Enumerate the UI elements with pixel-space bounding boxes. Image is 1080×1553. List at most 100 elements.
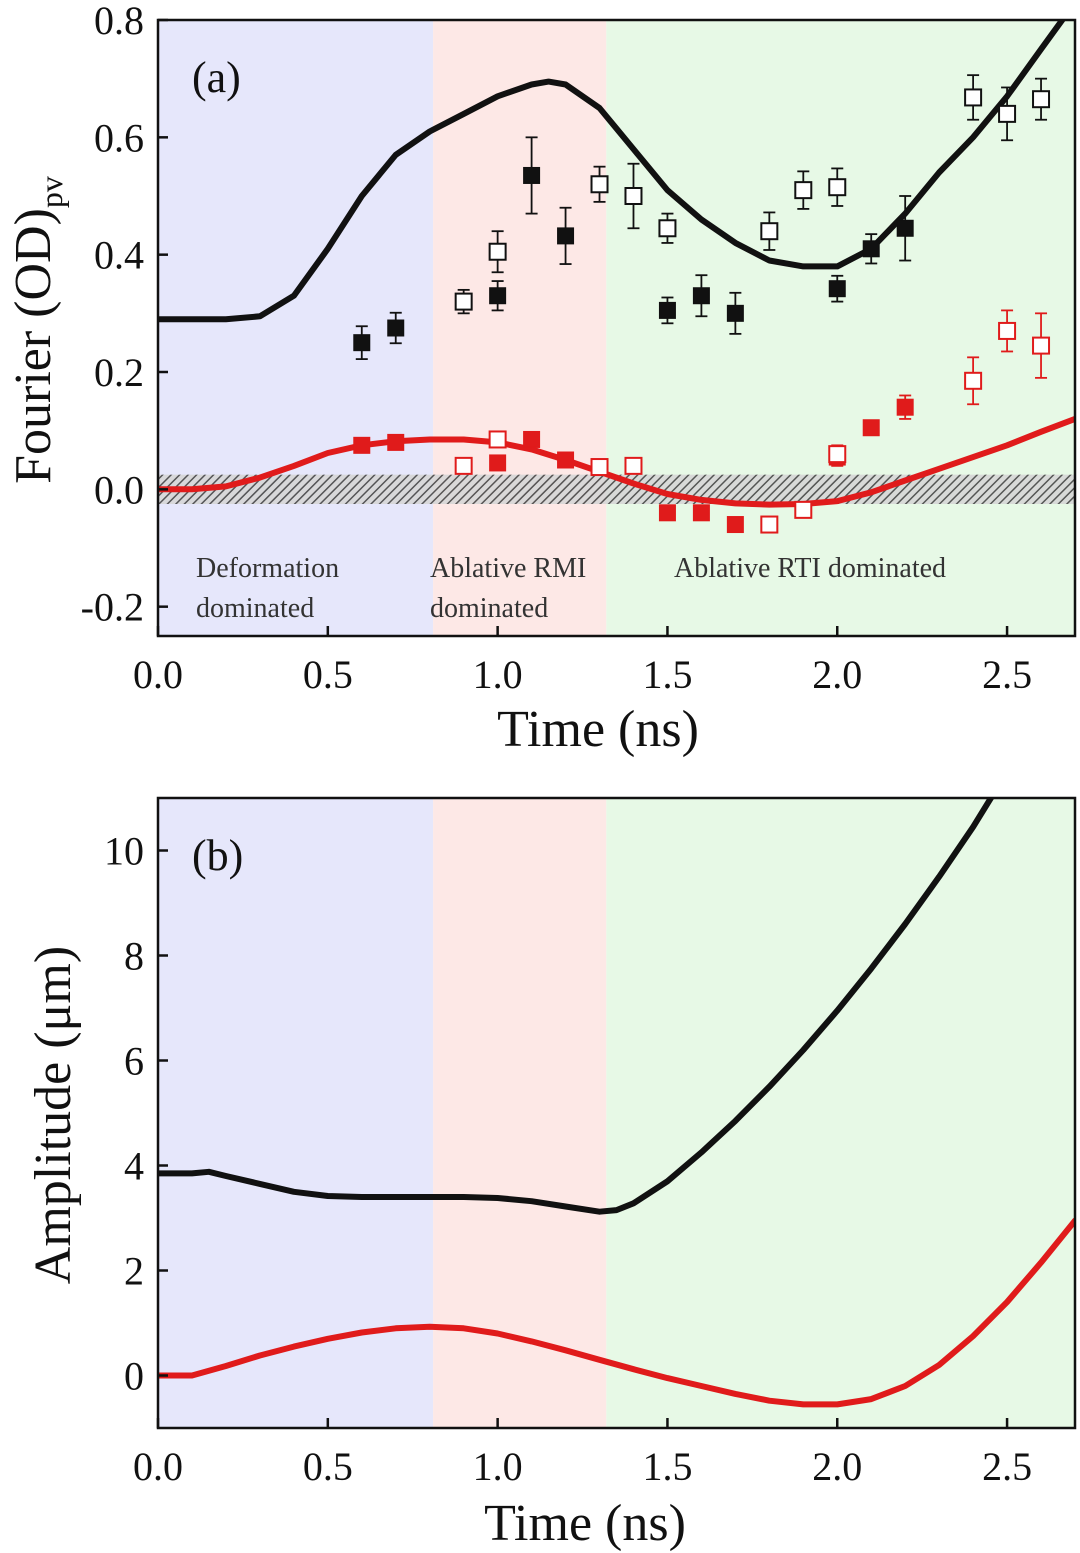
panel-a-x-tick-label: 1.0	[473, 652, 523, 697]
exp-red-open-point	[590, 458, 609, 477]
exp-red-open-point	[760, 515, 779, 534]
exp-red-filled-point	[726, 516, 744, 534]
panel-a-region-rmi	[433, 20, 607, 636]
panel-a-y-tick-label: 0.0	[94, 467, 144, 512]
amplitude-red-line	[158, 1217, 1075, 1408]
panel-b-y-tick-label: 4	[124, 1144, 144, 1189]
exp-black-open-point	[964, 74, 983, 121]
panel-a-x-tick-label: 2.0	[812, 652, 862, 697]
exp-red-open-marker	[998, 321, 1017, 340]
exp-black-open-marker	[624, 187, 643, 205]
panel-b-y-tick-label: 0	[124, 1354, 144, 1399]
exp-black-open-point	[590, 165, 609, 203]
exp-red-open-marker	[760, 515, 779, 534]
region-label-deformation-line2: dominated	[196, 593, 314, 624]
panel-b-tick-labels: 0.0 0.5 1.0 1.5 2.0 2.5 0 2 4 6 8 10	[104, 829, 1032, 1490]
exp-red-open-marker	[488, 430, 507, 449]
panel-b-x-tick-label: 0.5	[303, 1444, 353, 1489]
exp-black-open-point	[794, 170, 813, 210]
panel-b-region-rmi	[433, 798, 607, 1428]
simulation-red-line	[158, 415, 1075, 508]
panel-b-y-axis-title: Amplitude (μm)	[25, 946, 82, 1284]
exp-red-filled-marker	[387, 433, 405, 451]
exp-red-open-point	[998, 309, 1017, 353]
exp-black-filled-point	[523, 136, 541, 215]
exp-red-open-point	[1032, 312, 1051, 379]
exp-red-filled-marker	[557, 451, 575, 469]
exp-black-open-point	[658, 212, 677, 244]
exp-red-open-point	[454, 456, 473, 475]
exp-red-filled-marker	[489, 454, 507, 472]
panel-a-x-tick-label: 0.0	[133, 652, 183, 697]
exp-red-open-marker	[590, 458, 609, 477]
panel-a: 0.0 0.5 1.0 1.5 2.0 2.5 -0.2 0.0 0.2 0.4 0.6 0.8 (a…	[5, 0, 1077, 758]
region-label-deformation-line1: Deformation	[196, 553, 339, 584]
panel-b-regions	[158, 798, 1075, 1428]
panel-b-x-tick-label: 2.5	[982, 1444, 1032, 1489]
exp-black-open-marker	[590, 175, 609, 194]
panel-a-y-axis-title: Fourier (OD)pv	[5, 176, 69, 484]
exp-red-filled-point	[896, 394, 914, 420]
exp-black-open-point	[828, 167, 847, 207]
exp-red-filled-point	[862, 419, 880, 437]
exp-black-filled-marker	[896, 219, 914, 237]
panel-b-x-tick-label: 2.0	[812, 1444, 862, 1489]
exp-red-open-marker	[794, 500, 813, 519]
exp-red-open-marker	[828, 445, 847, 464]
exp-red-filled-marker	[658, 504, 676, 522]
exp-black-filled-point	[726, 291, 744, 335]
exp-black-open-marker	[964, 88, 983, 107]
panel-b-lines	[158, 798, 1075, 1408]
simulation-black-line	[158, 20, 1066, 323]
exp-red-filled-marker	[862, 419, 880, 437]
panel-a-regions	[158, 20, 1075, 636]
panel-b-region-rti	[606, 798, 1075, 1428]
panel-a-label: (a)	[192, 53, 241, 102]
panel-a-markers	[353, 74, 1051, 534]
panel-b-y-tick-label: 2	[124, 1249, 144, 1294]
exp-black-filled-marker	[726, 304, 744, 322]
exp-black-filled-marker	[387, 319, 405, 337]
exp-red-open-marker	[454, 456, 473, 475]
panel-a-y-tick-label: -0.2	[81, 585, 144, 630]
exp-red-filled-marker	[692, 504, 710, 522]
exp-red-open-point	[964, 356, 983, 406]
exp-red-open-marker	[624, 456, 643, 475]
exp-black-open-marker	[658, 219, 677, 238]
exp-black-filled-marker	[692, 287, 710, 305]
exp-black-filled-point	[862, 233, 880, 265]
exp-red-open-marker	[964, 371, 983, 390]
panel-b-y-tick-label: 8	[124, 934, 144, 979]
exp-black-filled-marker	[489, 287, 507, 305]
panel-b-x-tick-label: 1.5	[642, 1444, 692, 1489]
exp-black-open-point	[1032, 77, 1051, 121]
exp-black-filled-marker	[862, 240, 880, 258]
exp-black-filled-point	[557, 206, 575, 265]
exp-black-open-point	[998, 86, 1017, 142]
panel-a-frame	[156, 18, 1077, 638]
panel-a-lines	[158, 20, 1075, 508]
exp-red-open-marker	[1032, 336, 1051, 355]
exp-black-filled-point	[828, 274, 846, 303]
panel-b-axes	[156, 796, 1077, 1430]
exp-red-filled-point	[353, 436, 371, 454]
exp-black-filled-marker	[523, 166, 541, 184]
panel-b-y-tick-label: 10	[104, 829, 144, 874]
region-label-rmi-line1: Ablative RMI	[430, 553, 586, 584]
panel-b-y-tick-label: 6	[124, 1039, 144, 1084]
exp-black-open-point	[624, 162, 643, 230]
panel-a-x-tick-label: 1.5	[642, 652, 692, 697]
exp-red-filled-point	[387, 433, 405, 451]
exp-black-open-marker	[794, 181, 813, 200]
exp-red-filled-point	[658, 504, 676, 522]
exp-red-filled-marker	[523, 430, 541, 448]
panel-b-x-tick-label: 0.0	[133, 1444, 183, 1489]
exp-black-open-marker	[488, 242, 507, 261]
panel-a-y-axis-title-subscript: pv	[33, 176, 69, 208]
exp-black-filled-marker	[557, 227, 575, 245]
amplitude-black-line	[158, 798, 995, 1215]
exp-black-filled-point	[387, 311, 405, 345]
exp-red-open-point	[624, 456, 643, 475]
exp-red-open-point	[488, 430, 507, 449]
